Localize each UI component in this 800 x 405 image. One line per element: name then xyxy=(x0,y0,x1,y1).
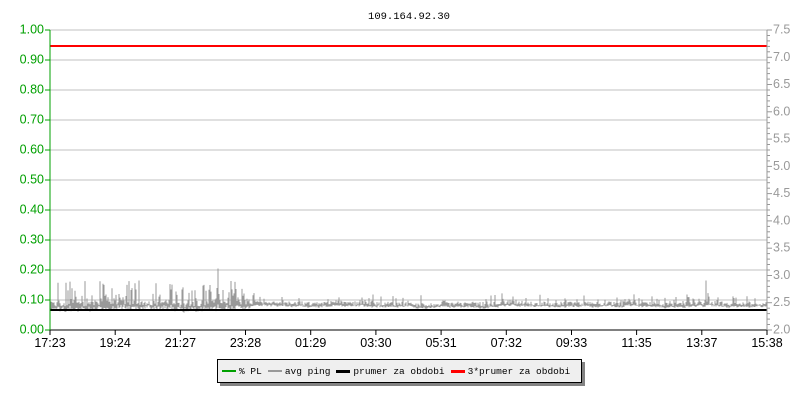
svg-text:03:30: 03:30 xyxy=(360,336,391,350)
svg-text:23:28: 23:28 xyxy=(230,336,261,350)
svg-text:6.0: 6.0 xyxy=(773,104,790,118)
svg-text:6.5: 6.5 xyxy=(773,77,790,91)
svg-text:7.5: 7.5 xyxy=(773,23,790,37)
svg-text:0.00: 0.00 xyxy=(20,323,44,337)
svg-text:15:38: 15:38 xyxy=(751,336,782,350)
svg-text:0.40: 0.40 xyxy=(20,203,44,217)
svg-text:2.5: 2.5 xyxy=(773,295,790,309)
svg-text:0.30: 0.30 xyxy=(20,233,44,247)
svg-text:3.0: 3.0 xyxy=(773,268,790,282)
svg-text:0.20: 0.20 xyxy=(20,263,44,277)
svg-text:0.10: 0.10 xyxy=(20,293,44,307)
svg-text:19:24: 19:24 xyxy=(100,336,131,350)
svg-text:09:33: 09:33 xyxy=(556,336,587,350)
svg-text:21:27: 21:27 xyxy=(165,336,196,350)
svg-text:2.0: 2.0 xyxy=(773,323,790,337)
svg-text:0.60: 0.60 xyxy=(20,143,44,157)
svg-text:13:37: 13:37 xyxy=(686,336,717,350)
svg-text:5.5: 5.5 xyxy=(773,132,790,146)
svg-text:11:35: 11:35 xyxy=(621,336,651,350)
svg-text:0.90: 0.90 xyxy=(20,53,44,67)
svg-text:0.50: 0.50 xyxy=(20,173,44,187)
svg-text:0.80: 0.80 xyxy=(20,83,44,97)
svg-text:1.00: 1.00 xyxy=(20,23,44,37)
svg-text:01:29: 01:29 xyxy=(295,336,326,350)
svg-text:05:31: 05:31 xyxy=(425,336,456,350)
svg-text:17:23: 17:23 xyxy=(34,336,65,350)
svg-text:4.5: 4.5 xyxy=(773,186,790,200)
svg-text:3.5: 3.5 xyxy=(773,241,790,255)
svg-text:7.0: 7.0 xyxy=(773,50,790,64)
svg-text:07:32: 07:32 xyxy=(491,336,522,350)
svg-text:109.164.92.30: 109.164.92.30 xyxy=(368,11,450,23)
svg-text:0.70: 0.70 xyxy=(20,113,44,127)
svg-text:4.0: 4.0 xyxy=(773,213,790,227)
svg-text:5.0: 5.0 xyxy=(773,159,790,173)
